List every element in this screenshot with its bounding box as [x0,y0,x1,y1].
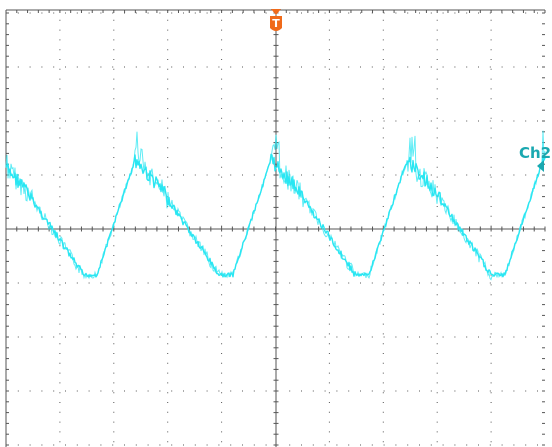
channel-level-arrow-icon [537,160,544,172]
ch2-level-marker[interactable]: Ch2 [519,144,551,172]
ch2-label: Ch2 [519,144,551,162]
trigger-label: T [272,17,280,30]
center-axes [5,10,546,447]
trigger-position-tip-icon [271,9,281,15]
ch2-waveform-noise [5,130,546,281]
trigger-marker[interactable]: T [270,9,282,31]
trigger-marker-icon [270,16,282,31]
